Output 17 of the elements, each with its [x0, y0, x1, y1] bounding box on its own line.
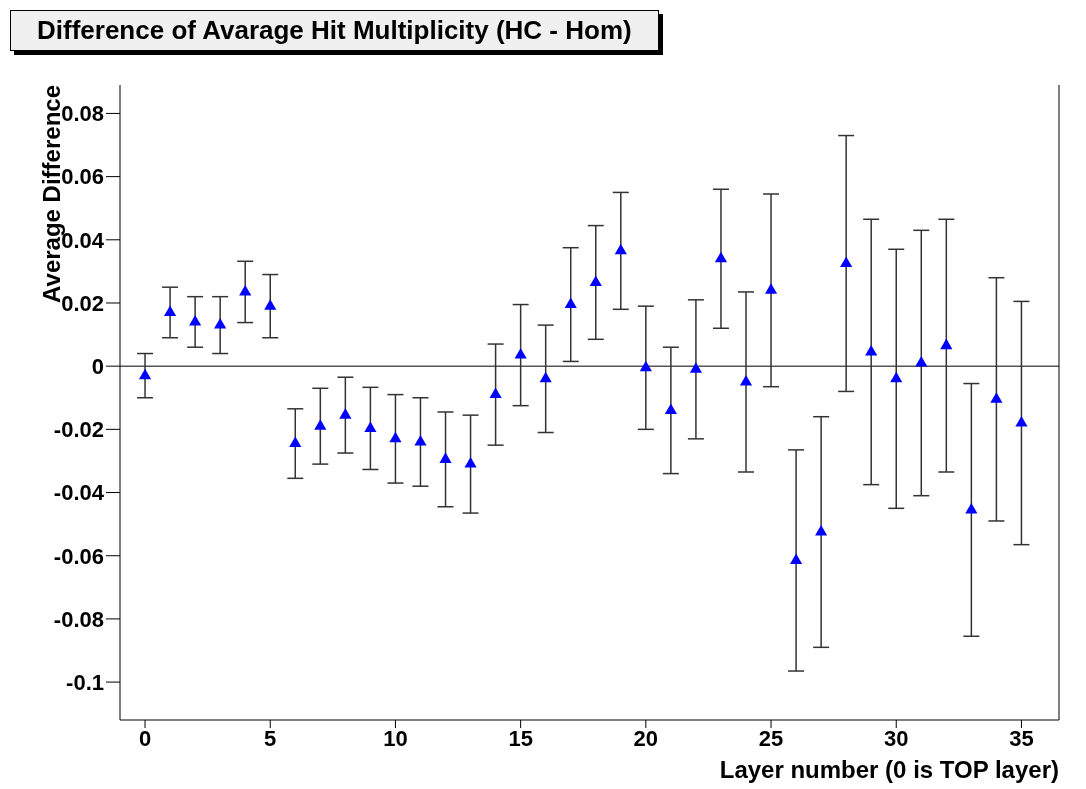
y-tick-label: 0.08: [61, 101, 104, 127]
x-tick-label: 20: [633, 725, 659, 751]
x-tick-label: 25: [758, 725, 784, 751]
y-tick-label: 0: [91, 353, 104, 379]
x-tick-label: 10: [383, 725, 408, 751]
x-tick-label: 15: [508, 725, 533, 751]
y-tick-label: -0.04: [53, 480, 105, 506]
y-tick-label: -0.08: [53, 606, 104, 632]
x-tick-label: 30: [884, 725, 909, 751]
x-axis-title: Layer number (0 is TOP layer): [719, 756, 1059, 783]
y-tick-label: -0.1: [66, 669, 104, 695]
x-tick-label: 0: [138, 725, 152, 751]
x-tick-label: 35: [1009, 725, 1034, 751]
x-tick-label: 5: [264, 725, 277, 751]
y-tick-label: -0.02: [53, 417, 104, 443]
y-tick-label: -0.06: [53, 543, 104, 569]
chart-title: Difference of Avarage Hit Multiplicity (HC - Hom): [10, 10, 659, 51]
